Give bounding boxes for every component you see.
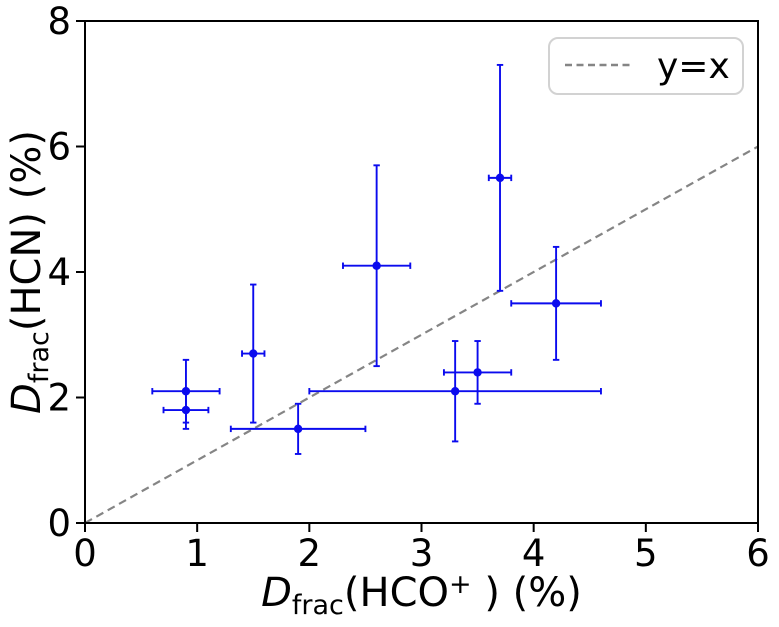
data-point-marker xyxy=(249,349,258,358)
x-tick-label: 5 xyxy=(634,532,658,575)
y-tick-label: 0 xyxy=(47,502,71,545)
data-point xyxy=(510,245,602,361)
plot-frame xyxy=(84,20,759,524)
x-axis-label: Dfrac(HCO+ ) (%) xyxy=(261,569,582,621)
data-point xyxy=(442,340,513,405)
data-point-marker xyxy=(372,261,381,270)
data-point-marker xyxy=(450,387,460,396)
x-tick-label: 3 xyxy=(410,532,434,575)
x-tick-label: 4 xyxy=(522,532,546,575)
data-point-marker xyxy=(551,299,561,308)
legend-box xyxy=(548,37,744,95)
data-point xyxy=(229,402,367,455)
y-tick-label: 6 xyxy=(47,126,71,169)
data-point-marker xyxy=(181,405,191,415)
identity-line xyxy=(84,145,759,524)
y-tick-label: 4 xyxy=(47,251,71,294)
legend: y=x xyxy=(548,37,744,95)
x-tick-label: 6 xyxy=(746,532,770,575)
data-point xyxy=(308,340,602,443)
data-point xyxy=(162,390,210,430)
data-point-marker xyxy=(293,424,303,434)
data-point xyxy=(487,63,513,292)
x-tick-label: 0 xyxy=(73,532,97,575)
data-point xyxy=(241,283,266,424)
y-tick-label: 8 xyxy=(47,0,71,43)
x-tick-label: 2 xyxy=(298,532,322,575)
data-point-marker xyxy=(495,173,505,183)
y-tick-label: 2 xyxy=(47,377,71,420)
x-tick-label: 1 xyxy=(185,532,209,575)
legend-label: y=x xyxy=(657,46,730,87)
y-axis-label: Dfrac(HCN) (%) xyxy=(4,130,55,414)
data-point xyxy=(342,164,412,368)
data-point-marker xyxy=(473,368,482,377)
